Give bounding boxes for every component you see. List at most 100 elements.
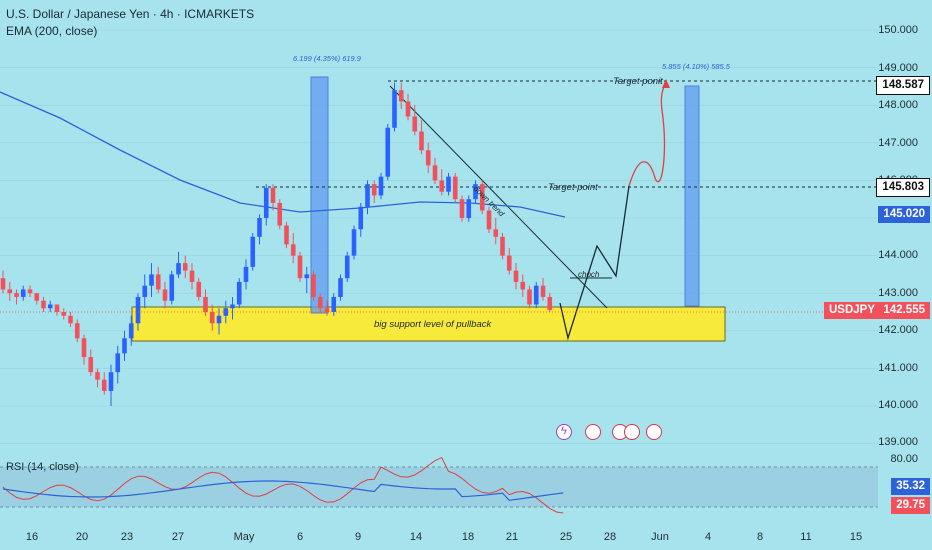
candle <box>236 278 242 309</box>
candle <box>344 251 350 282</box>
candle <box>142 274 148 309</box>
candle <box>61 308 67 320</box>
candle <box>7 281 13 301</box>
price-tick: 149.000 <box>878 62 918 74</box>
projection-path <box>559 185 630 341</box>
chart-title: U.S. Dollar / Japanese Yen · 4h · ICMARK… <box>6 7 255 21</box>
candle-body <box>533 285 539 305</box>
candle <box>290 233 296 264</box>
candle <box>115 345 121 384</box>
candle <box>95 368 100 388</box>
candle-body <box>41 300 46 309</box>
candle <box>108 364 114 406</box>
candle <box>122 330 127 361</box>
candle-body <box>540 285 546 297</box>
candle-body <box>506 255 512 271</box>
candle <box>520 274 526 297</box>
time-tick: 9 <box>354 531 362 543</box>
candle-body <box>466 199 472 218</box>
time-tick: 16 <box>25 531 39 543</box>
candle-body <box>547 296 553 310</box>
us-flag-icon[interactable] <box>624 424 640 440</box>
us-flag-icon[interactable] <box>585 424 601 440</box>
candle <box>230 296 235 320</box>
candle <box>419 120 424 155</box>
candle-body <box>338 278 343 297</box>
candle-body <box>176 263 181 275</box>
candle <box>365 180 370 215</box>
trend-line <box>389 85 608 309</box>
candle-body <box>493 229 499 237</box>
price-tag-ema: 145.020 <box>878 206 930 223</box>
rsi-ma-tag: 35.32 <box>891 478 930 495</box>
candles <box>0 82 553 406</box>
price-tick: 139.000 <box>878 436 918 448</box>
rsi-tick: 80.00 <box>890 453 918 465</box>
flash-icon[interactable]: ϟ <box>556 424 572 440</box>
candle <box>351 225 357 260</box>
candle-body <box>149 274 154 286</box>
candle <box>358 202 364 237</box>
candle-body <box>378 176 384 196</box>
candle <box>81 334 87 365</box>
candle-body <box>182 263 188 271</box>
rsi-ma-line <box>2 480 564 501</box>
candle-body <box>122 338 127 354</box>
candle <box>338 274 343 301</box>
candle-body <box>74 323 80 339</box>
candle-body <box>412 116 418 132</box>
candle <box>317 293 323 312</box>
rsi-line <box>2 456 564 514</box>
candle-body <box>162 289 168 301</box>
candle-body <box>95 372 100 380</box>
time-tick: 21 <box>505 531 519 543</box>
candle <box>297 251 303 282</box>
candle-body <box>479 184 485 211</box>
candle-body <box>155 274 161 290</box>
candle <box>34 293 40 305</box>
time-tick: 11 <box>800 531 812 543</box>
candle <box>459 195 465 222</box>
time-tick: 28 <box>603 531 617 543</box>
ema-label: EMA (200, close) <box>6 24 98 38</box>
candle <box>513 263 519 290</box>
price-tick: 142.000 <box>878 324 918 336</box>
price-tick: 140.000 <box>878 399 918 411</box>
candle <box>54 304 60 316</box>
candle-body <box>277 202 283 226</box>
candle-body <box>14 293 19 297</box>
candle-body <box>324 308 330 312</box>
time-tick: 25 <box>559 531 573 543</box>
candle <box>446 172 451 196</box>
symbol-tag: USDJPY <box>823 302 880 319</box>
candle-body <box>371 184 377 196</box>
measure-bar-right <box>684 85 700 307</box>
candle-body <box>392 90 397 128</box>
candle-body <box>500 236 505 256</box>
candle-body <box>128 323 134 339</box>
candle-body <box>304 274 310 279</box>
candle <box>527 285 532 309</box>
candle-body <box>101 379 107 391</box>
candle <box>209 304 215 331</box>
candle <box>101 372 107 395</box>
candle <box>533 281 539 309</box>
candle-body <box>527 289 532 305</box>
candle-body <box>236 281 242 305</box>
candle <box>162 281 168 309</box>
time-tick: 15 <box>849 531 863 543</box>
candle <box>371 180 377 203</box>
candle-body <box>344 255 350 279</box>
price-tick: 143.000 <box>878 287 918 299</box>
candle <box>311 270 316 301</box>
candle <box>41 296 46 312</box>
candle-body <box>216 315 222 324</box>
us-flag-icon[interactable] <box>646 424 662 440</box>
candle <box>378 172 384 200</box>
candle <box>493 218 499 245</box>
candle-body <box>189 270 195 282</box>
rsi-label: RSI (14, close) <box>6 461 79 473</box>
time-tick: 18 <box>461 531 475 543</box>
candle-body <box>250 236 256 267</box>
